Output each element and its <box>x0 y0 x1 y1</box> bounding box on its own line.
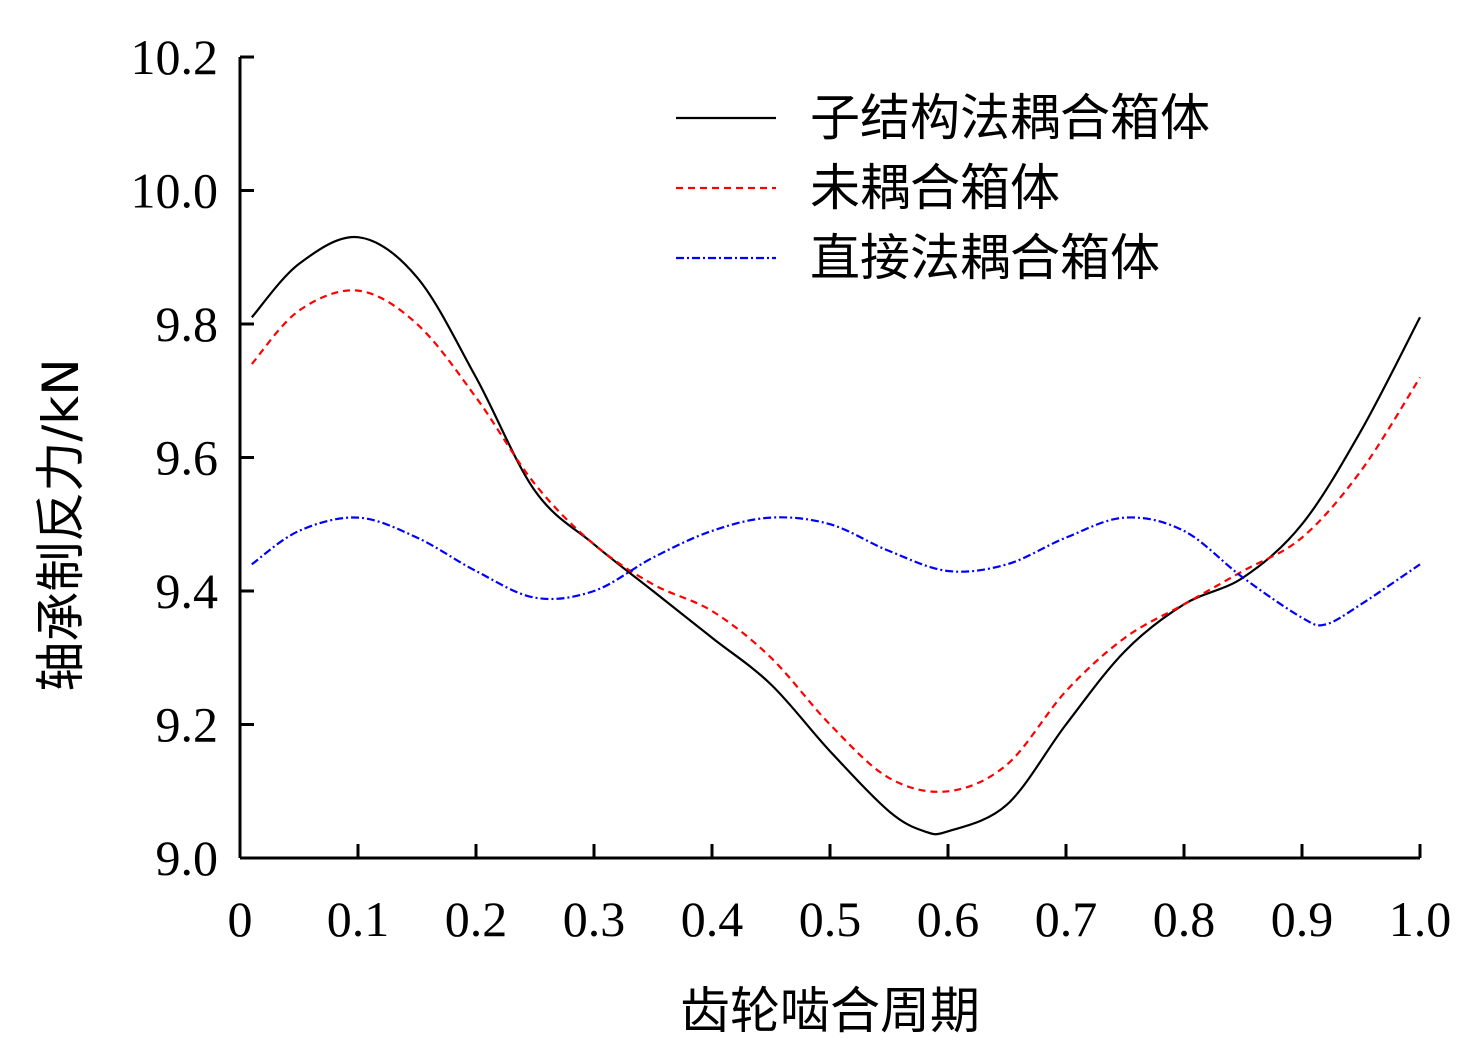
legend-label-2: 未耦合箱体 <box>810 159 1060 217</box>
y-tick-label: 9.0 <box>156 830 219 886</box>
x-axis-title: 齿轮啮合周期 <box>680 982 980 1040</box>
y-tick-label: 9.2 <box>156 697 219 753</box>
legend-label-1: 子结构法耦合箱体 <box>810 89 1210 147</box>
x-tick-label: 1.0 <box>1389 891 1452 947</box>
y-axis-title: 轴承制反力/kN <box>32 358 90 691</box>
y-tick-label: 9.6 <box>156 430 219 486</box>
x-axis-ticks: 0 0.1 0.2 0.3 0.4 0.5 0.6 0.7 0.8 0.9 1.0 <box>228 844 1452 947</box>
y-tick-label: 10.2 <box>131 29 219 85</box>
y-tick-label: 10.0 <box>131 163 219 219</box>
series-line-1 <box>250 235 1421 836</box>
y-axis-ticks: 9.0 9.2 9.4 9.6 9.8 10.0 10.2 <box>131 29 254 886</box>
x-tick-label: 0.1 <box>327 891 390 947</box>
series-line-2 <box>250 289 1421 793</box>
x-tick-label: 0.2 <box>445 891 508 947</box>
x-tick-label: 0.9 <box>1271 891 1334 947</box>
data-series <box>250 235 1421 836</box>
x-tick-label: 0.4 <box>681 891 744 947</box>
x-tick-label: 0.7 <box>1035 891 1098 947</box>
x-tick-label: 0 <box>228 891 253 947</box>
y-tick-label: 9.4 <box>156 563 219 619</box>
x-tick-label: 0.3 <box>563 891 626 947</box>
x-tick-label: 0.8 <box>1153 891 1216 947</box>
series-line-3 <box>251 516 1421 627</box>
x-tick-label: 0.6 <box>917 891 980 947</box>
legend-label-3: 直接法耦合箱体 <box>810 229 1160 287</box>
y-tick-label: 9.8 <box>156 296 219 352</box>
x-tick-label: 0.5 <box>799 891 862 947</box>
